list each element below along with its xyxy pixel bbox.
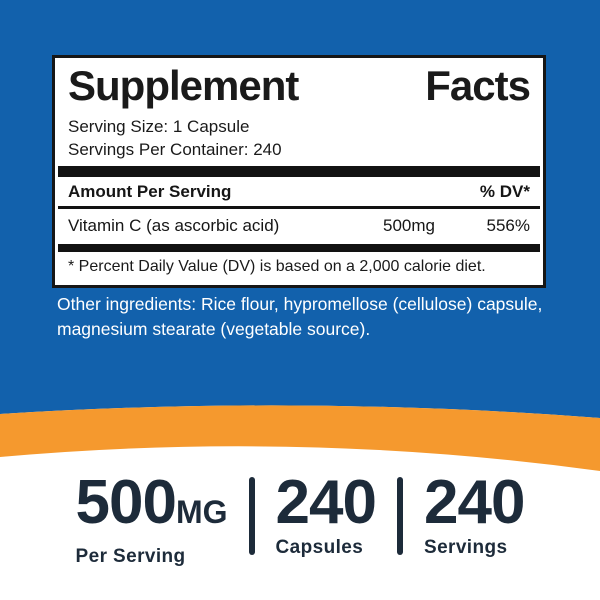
stat-per-serving-value: 500MG [76, 472, 228, 541]
panel-title-word-supplement: Supplement [68, 62, 299, 109]
percent-dv-header: % DV* [479, 182, 530, 201]
bottom-stats-strip: 500MG Per Serving 240 Capsules 240 Servi… [0, 468, 600, 568]
serving-info: Serving Size: 1 Capsule Servings Per Con… [68, 115, 530, 161]
divider-rule-thin [58, 206, 540, 209]
orange-swoosh-graphic [0, 394, 600, 471]
dv-footnote: * Percent Daily Value (DV) is based on a… [68, 258, 486, 275]
stat-capsules-label: Capsules [275, 537, 364, 558]
table-header-row: Amount Per Serving % DV* [68, 177, 530, 206]
servings-per-container-text: Servings Per Container: 240 [68, 140, 282, 159]
divider-bar-medium [58, 244, 540, 252]
stat-per-serving-number: 500 [75, 468, 177, 537]
nutrient-amount: 500mg [383, 216, 435, 235]
stats-divider-bar [397, 477, 403, 555]
stat-servings-label: Servings [424, 537, 508, 558]
swoosh-blue-edge [0, 394, 600, 418]
other-ingredients-text: Other ingredients: Rice flour, hypromell… [57, 294, 543, 339]
table-row: Vitamin C (as ascorbic acid) 500mg 556% [68, 209, 530, 244]
divider-bar-thick [58, 166, 540, 177]
stat-servings-value: 240 [424, 468, 525, 537]
swoosh-orange-band [0, 405, 600, 471]
panel-title-word-facts: Facts [425, 62, 531, 109]
stat-per-serving: 500MG Per Serving [75, 472, 228, 568]
panel-title: Supplement Facts [68, 61, 531, 111]
stat-capsules: 240 Capsules [275, 468, 377, 559]
stat-per-serving-unit: MG [176, 494, 228, 530]
stat-capsules-value: 240 [275, 468, 377, 537]
amount-per-serving-header: Amount Per Serving [68, 182, 232, 201]
serving-size-text: Serving Size: 1 Capsule [68, 117, 250, 136]
stats-divider-bar [248, 477, 255, 555]
supplement-facts-panel: Supplement Facts Serving Size: 1 Capsule… [52, 55, 546, 288]
stat-per-serving-label: Per Serving [75, 546, 186, 567]
stat-servings: 240 Servings [424, 468, 525, 559]
nutrient-dv-value: 556% [486, 216, 530, 235]
nutrient-name: Vitamin C (as ascorbic acid) [68, 216, 280, 235]
